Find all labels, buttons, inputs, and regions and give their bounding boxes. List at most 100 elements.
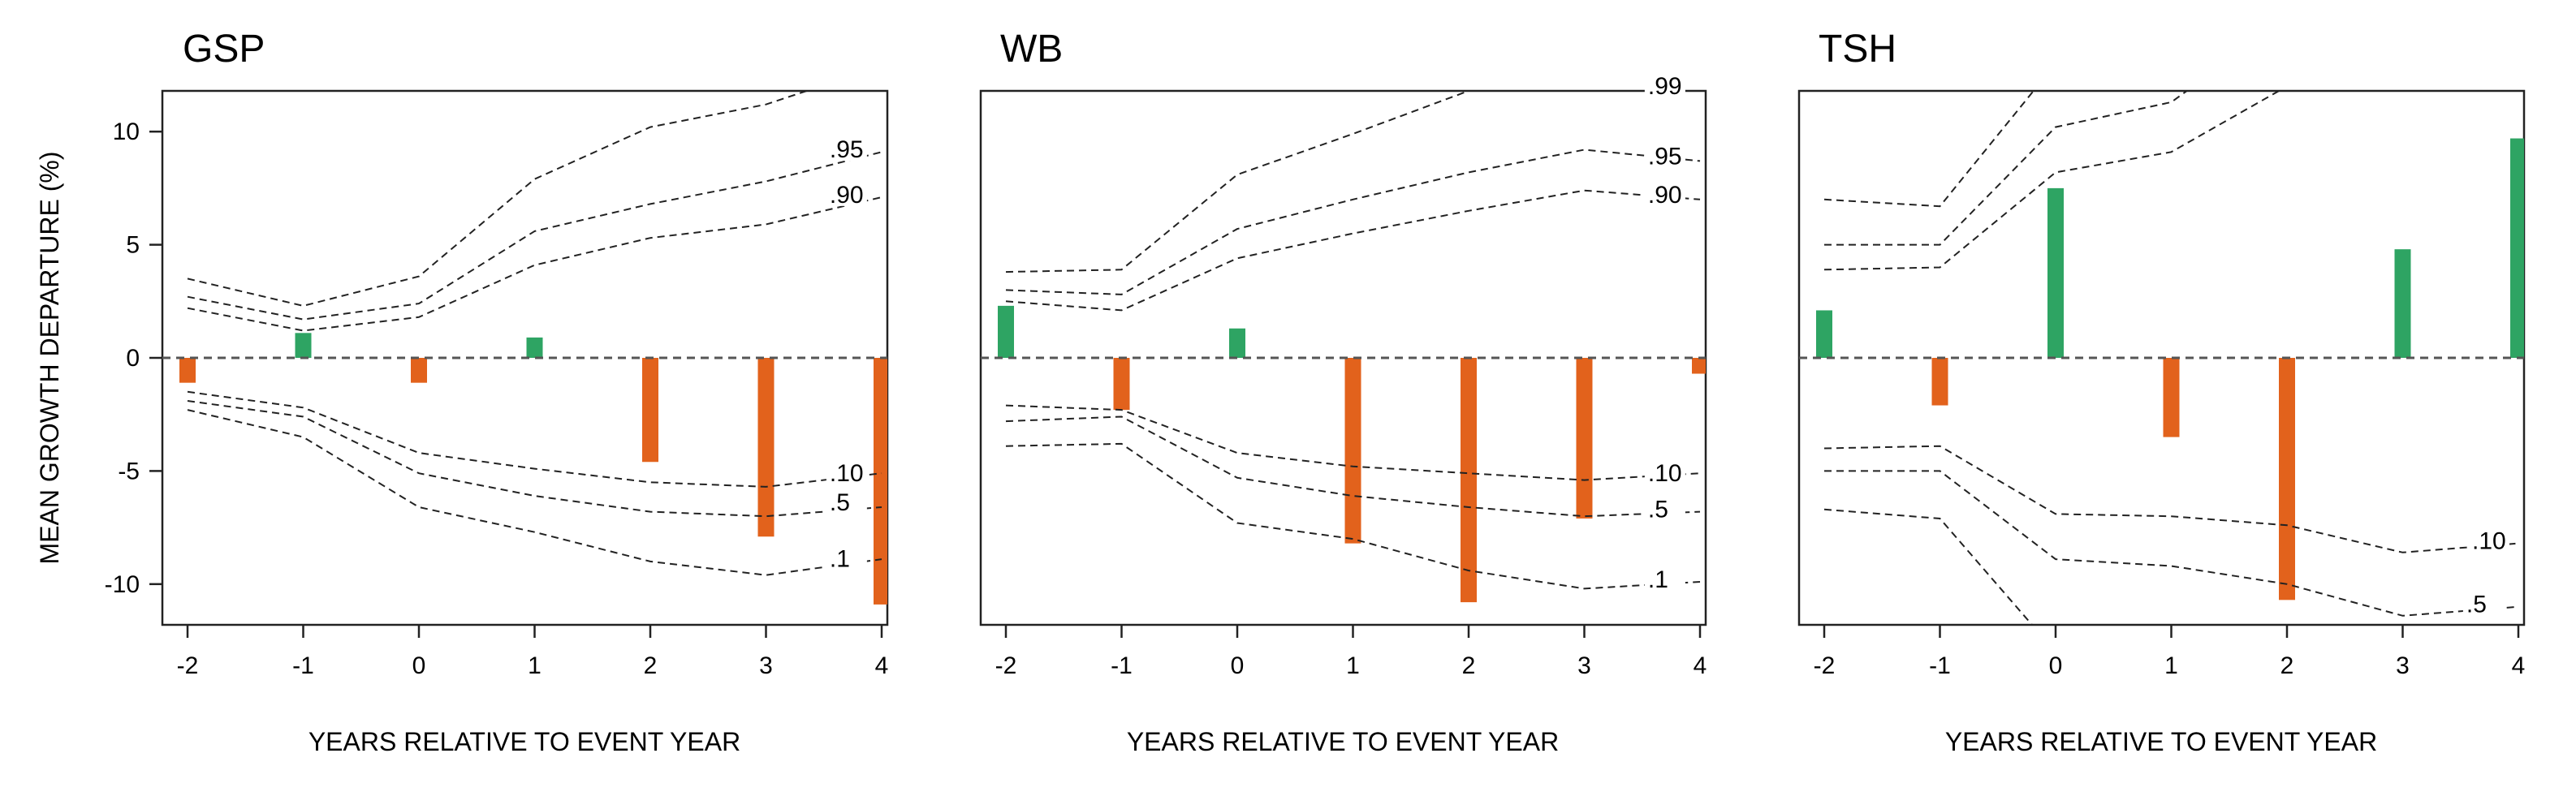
percentile-label-bg	[826, 491, 867, 514]
percentile-line	[187, 400, 882, 518]
percentile-label: .10	[830, 460, 864, 487]
x-tick-label: 3	[2396, 652, 2410, 679]
x-tick-label: 1	[2164, 652, 2178, 679]
x-axis-label: YEARS RELATIVE TO EVENT YEAR	[1127, 727, 1559, 756]
x-tick-label: -2	[1814, 652, 1836, 679]
x-tick-label: 0	[412, 652, 426, 679]
bar-negative	[1461, 358, 1477, 603]
percentile-line	[1823, 91, 2281, 271]
percentile-label: .5	[1648, 496, 1668, 523]
y-tick-label: 10	[113, 118, 140, 145]
bars	[998, 305, 1706, 603]
bar-positive	[526, 337, 543, 358]
bar-negative	[411, 358, 427, 383]
x-tick-label: 3	[1577, 652, 1591, 679]
percentile-label: .90	[830, 182, 864, 209]
x-tick-label: 1	[528, 652, 542, 679]
bars	[179, 333, 887, 605]
x-tick-label: 2	[644, 652, 658, 679]
percentile-label: .90	[1648, 182, 1682, 209]
percentile-label: .1	[830, 546, 850, 573]
x-tick-label: -2	[995, 652, 1017, 679]
percentile-line	[1824, 91, 2189, 246]
panel-title: WB	[1000, 28, 1063, 71]
percentile-line	[187, 151, 882, 321]
x-axis: -2 -1 0 1 2 3 4	[1814, 625, 2526, 679]
x-tick-label: -1	[1929, 652, 1951, 679]
percentile-labels: .10 .5	[2462, 527, 2509, 618]
y-tick-label: -5	[118, 458, 140, 484]
percentile-line	[1005, 442, 1701, 590]
bar-negative	[179, 358, 196, 383]
percentile-lines	[187, 91, 882, 576]
bars	[1816, 138, 2524, 600]
x-tick-label: 0	[2049, 652, 2063, 679]
percentile-label-bg	[826, 461, 867, 484]
x-axis-label: YEARS RELATIVE TO EVENT YEAR	[1945, 727, 2377, 756]
percentile-label-bg	[826, 183, 867, 206]
x-tick-label: 1	[1346, 652, 1360, 679]
percentile-line	[1005, 415, 1701, 518]
x-axis-label: YEARS RELATIVE TO EVENT YEAR	[309, 727, 740, 756]
panel-title: TSH	[1819, 28, 1896, 71]
x-tick-label: 0	[1231, 652, 1245, 679]
bar-positive	[1816, 310, 1832, 358]
bar-negative	[2279, 358, 2295, 600]
x-tick-label: 2	[2280, 652, 2294, 679]
percentile-labels: .1 .5.10 .90 .95	[826, 136, 867, 573]
percentile-label: .95	[1648, 143, 1682, 170]
bar-negative	[1576, 358, 1593, 519]
y-tick-label: -10	[105, 571, 140, 598]
bar-positive	[998, 305, 1014, 358]
percentile-label: .1	[1648, 566, 1668, 593]
x-tick-label: -1	[1111, 652, 1133, 679]
percentile-label-bg	[2462, 592, 2504, 616]
bar-negative	[1692, 358, 1706, 374]
percentile-line	[1823, 445, 2519, 553]
percentile-label-bg	[826, 138, 867, 161]
bar-positive	[2047, 187, 2064, 358]
bar-negative	[1344, 358, 1361, 544]
percentile-line	[1005, 91, 1478, 273]
y-tick-label: 0	[126, 345, 140, 372]
x-tick-label: -1	[292, 652, 314, 679]
bar-negative	[2163, 358, 2180, 437]
x-tick-label: 2	[1462, 652, 1476, 679]
percentile-lines	[1005, 91, 1701, 590]
percentile-label-bg	[1644, 183, 1685, 206]
x-tick-label: 3	[759, 652, 773, 679]
percentile-label-bg	[1644, 144, 1685, 168]
percentile-line	[187, 409, 882, 576]
panel-wb: WB -2 -1 0 1 2 3 4 .1 .5 .10 .90 .95 .99 YEARS RELA…	[979, 28, 1707, 756]
percentile-line	[1823, 508, 2034, 625]
bar-positive	[2394, 249, 2411, 358]
percentile-label: .5	[830, 489, 850, 516]
bar-positive	[2510, 138, 2524, 358]
x-tick-label: -2	[177, 652, 199, 679]
x-tick-label: 4	[875, 652, 889, 679]
panel-title: GSP	[183, 28, 265, 71]
percentile-label-bg	[1644, 75, 1685, 97]
plot-area	[1799, 91, 2524, 625]
percentile-lines	[1823, 91, 2519, 625]
x-axis: -2 -1 0 1 2 3 4	[177, 625, 889, 679]
percentile-line	[1824, 470, 2519, 617]
percentile-label-bg	[1644, 461, 1685, 484]
bar-negative	[1113, 358, 1130, 411]
bar-negative	[874, 358, 887, 605]
percentile-label: .5	[2466, 591, 2487, 618]
percentile-line	[187, 91, 809, 307]
percentile-line	[1005, 404, 1701, 481]
percentile-line	[1823, 91, 2035, 208]
x-axis: -2 -1 0 1 2 3 4	[995, 625, 1707, 679]
plot-area	[981, 91, 1706, 603]
percentile-line	[187, 390, 882, 488]
x-tick-label: 4	[2512, 652, 2526, 679]
percentile-label-bg	[2469, 529, 2509, 553]
percentile-label: .10	[1648, 460, 1682, 487]
percentile-label: .10	[2472, 527, 2506, 554]
bar-negative	[642, 358, 658, 463]
percentile-line	[1005, 189, 1701, 312]
